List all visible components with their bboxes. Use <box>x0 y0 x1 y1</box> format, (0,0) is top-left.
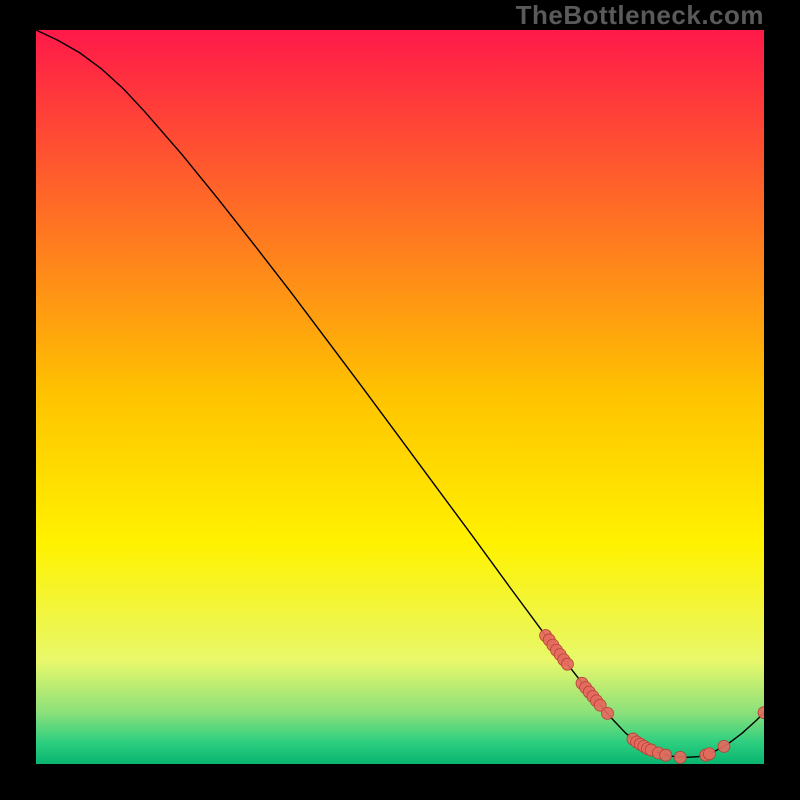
marker-dot <box>561 658 573 670</box>
watermark-text: TheBottleneck.com <box>516 0 764 31</box>
marker-dot <box>660 749 672 761</box>
plot-area <box>36 30 764 764</box>
chart-svg <box>36 30 764 764</box>
marker-dot <box>601 707 613 719</box>
marker-dot <box>703 748 715 760</box>
chart-background <box>36 30 764 764</box>
marker-dot <box>674 751 686 763</box>
marker-dot <box>718 740 730 752</box>
